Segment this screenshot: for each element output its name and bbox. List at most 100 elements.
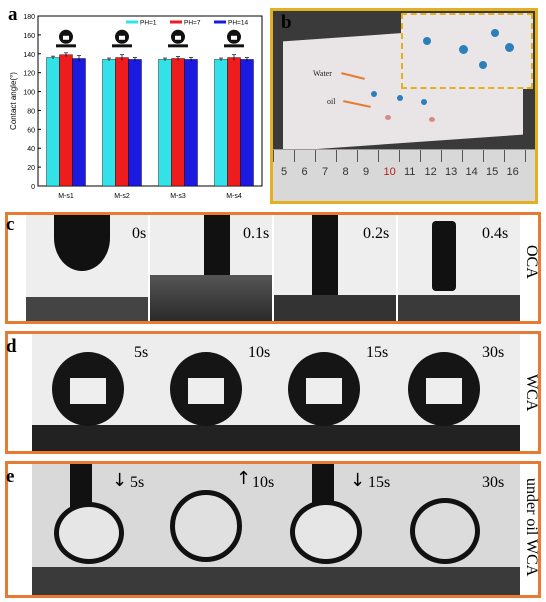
- ruler-number: 7: [322, 166, 329, 178]
- panel-a-letter: a: [8, 4, 18, 25]
- ruler-number: 12: [424, 166, 437, 178]
- oca-side-label: OCA: [523, 245, 540, 279]
- x-tick-label: M-s4: [226, 193, 242, 200]
- ruler-number: 10: [383, 166, 396, 178]
- under-oil-frames: [32, 464, 520, 595]
- legend-label: PH=7: [184, 20, 201, 27]
- water-droplet: [371, 91, 377, 97]
- ruler-number: 15: [486, 166, 499, 178]
- panel-c-box: 0s 0.1s 0.2s 0.4s OCA: [5, 212, 541, 324]
- panel-d-letter: d: [6, 336, 17, 357]
- time-label-e-1: 10s: [252, 474, 275, 491]
- y-tick-label: 180: [23, 14, 35, 21]
- ruler-number: 6: [301, 166, 308, 178]
- panel-e-letter: e: [6, 466, 15, 487]
- arrow-up-icon: ↑: [236, 468, 252, 489]
- legend-label: PH=1: [140, 20, 157, 27]
- droplet-icon-base: [168, 44, 188, 48]
- time-label-d-2: 15s: [366, 344, 389, 361]
- time-label-c-0: 0s: [132, 225, 147, 242]
- oil-droplet: [429, 117, 435, 122]
- oil-droplet: [385, 115, 391, 120]
- water-drop: [288, 352, 360, 426]
- water-drop: [52, 352, 124, 426]
- ruler-number: 11: [404, 166, 416, 178]
- oca-frame-1: [150, 215, 272, 321]
- time-label-e-0: 5s: [130, 474, 145, 491]
- water-droplet: [505, 43, 514, 52]
- wca-side-label: WCA: [523, 374, 540, 412]
- water-label: Water: [313, 69, 332, 78]
- droplet-icon-base: [224, 44, 244, 48]
- bar-ph1-m-s3: [158, 59, 172, 187]
- y-axis-label: Contact angle(°): [9, 72, 18, 130]
- droplet-icon-highlight: [119, 35, 125, 40]
- ruler-numbers: 5 6 7 8 9 10 11 12 13 14 15 16: [281, 166, 531, 186]
- y-tick-label: 60: [27, 127, 35, 134]
- ruler-number: 14: [465, 166, 478, 178]
- oca-frame-0: [26, 215, 148, 321]
- bar-ph14-m-s4: [240, 59, 254, 187]
- x-tick-label: M-s2: [114, 193, 130, 200]
- ruler-number: 13: [445, 166, 458, 178]
- time-label-c-2: 0.2s: [363, 225, 390, 242]
- water-drop: [290, 500, 362, 564]
- droplet-icon-highlight: [231, 35, 237, 40]
- ruler-number: 8: [342, 166, 349, 178]
- panel-c-letter: c: [6, 214, 15, 235]
- water-drop: [170, 352, 242, 426]
- time-label-e-2: 15s: [368, 474, 391, 491]
- wca-frames: [32, 334, 520, 451]
- panel-e-box: ↓ 5s ↑ 10s ↓ 15s 30s under oil WCA: [5, 461, 541, 598]
- time-label-d-0: 5s: [134, 344, 149, 361]
- arrow-down-icon: ↓: [350, 470, 366, 491]
- droplet-icon-highlight: [63, 35, 69, 40]
- time-label-d-1: 10s: [248, 344, 271, 361]
- droplet-icon-base: [112, 44, 132, 48]
- droplet-icon-base: [56, 44, 76, 48]
- bar-ph7-m-s4: [227, 57, 241, 187]
- panel-b-letter: b: [281, 12, 292, 33]
- ruler-number: 9: [363, 166, 370, 178]
- bar-ph14-m-s2: [128, 59, 142, 187]
- time-label-e-3: 30s: [482, 474, 505, 491]
- water-drop: [170, 490, 242, 562]
- bar-ph14-m-s3: [184, 59, 198, 187]
- time-label-c-1: 0.1s: [243, 225, 270, 242]
- x-tick-label: M-s3: [170, 193, 186, 200]
- ruler: 5 6 7 8 9 10 11 12 13 14 15 16: [273, 149, 535, 201]
- bar-ph1-m-s1: [46, 57, 60, 187]
- panel-d-box: 5s 10s 15s 30s WCA: [5, 331, 541, 454]
- y-tick-label: 140: [23, 52, 35, 59]
- contact-angle-bar-chart: 0 20 40 60 80 100 120 140 160 180 Contact angle(°)…: [9, 14, 263, 200]
- water-droplet: [397, 95, 403, 101]
- y-tick-label: 40: [27, 146, 35, 153]
- water-drop: [408, 352, 480, 426]
- oil-label: oil: [327, 97, 336, 106]
- ruler-number: 16: [506, 166, 519, 178]
- y-tick-label: 80: [27, 108, 35, 115]
- y-tick-label: 160: [23, 33, 35, 40]
- bar-ph1-m-s4: [214, 59, 228, 187]
- legend-label: PH=14: [228, 20, 248, 27]
- ruler-number: 5: [281, 166, 288, 178]
- plot-frame: [37, 15, 263, 187]
- droplet-icon-highlight: [175, 35, 181, 40]
- oca-frame-3: [398, 215, 520, 321]
- water-droplet: [423, 37, 431, 45]
- time-label-c-3: 0.4s: [482, 225, 509, 242]
- water-drop: [410, 498, 480, 564]
- under-oil-side-label: under oil WCA: [523, 478, 540, 577]
- bar-ph7-m-s1: [59, 54, 73, 187]
- inset-photo: [401, 13, 533, 89]
- arrow-down-icon: ↓: [112, 470, 128, 491]
- panel-b-photo: 5 6 7 8 9 10 11 12 13 14 15 16 Water oil: [270, 8, 538, 204]
- y-tick-label: 0: [31, 184, 35, 191]
- water-drop: [54, 502, 124, 564]
- water-droplet: [421, 99, 427, 105]
- water-droplet: [459, 45, 468, 54]
- water-droplet: [491, 29, 499, 37]
- y-tick-label: 20: [27, 165, 35, 172]
- time-label-d-3: 30s: [482, 344, 505, 361]
- y-tick-label: 120: [23, 71, 35, 78]
